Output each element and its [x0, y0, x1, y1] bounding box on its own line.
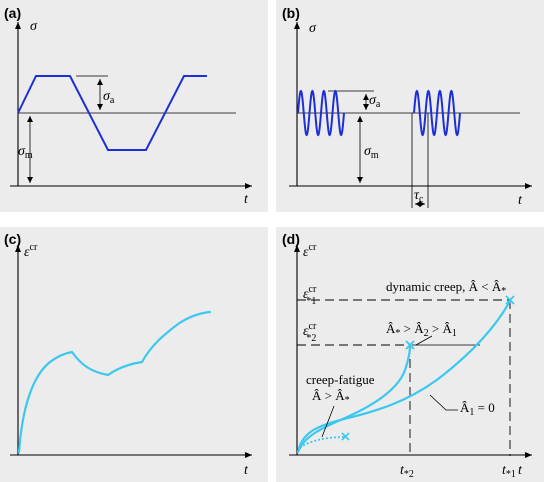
panel-a: (a) σ t σa σm: [0, 0, 268, 212]
panel-d-eps2-label: εcr *2: [303, 321, 317, 344]
panel-c-y-axis-label: εcr: [24, 242, 38, 260]
panel-d-x-axis-label: t: [518, 463, 523, 478]
panel-b-sigma-a-label: σa: [369, 93, 381, 110]
panel-d-eps1-label: εcr *1: [303, 284, 317, 307]
panel-b-tau-label: τc: [414, 188, 424, 205]
panel-a-label: (a): [4, 5, 21, 21]
panel-d-creep-fatigue-dotted-curve: [299, 436, 347, 449]
panel-d-a1-label: Â1 = 0: [460, 400, 495, 418]
panel-c-background: [0, 227, 268, 482]
panel-a-x-axis-label: t: [244, 192, 249, 207]
panel-c-label: (c): [4, 231, 21, 247]
panel-d-failure-cross-2: [405, 340, 415, 350]
panel-d: (d) εcr t εcr *1 εcr *2 t*2 t*1: [276, 227, 544, 482]
panel-b-y-axis-label: σ: [309, 21, 317, 36]
panel-d-failure-cross-3: [341, 432, 350, 441]
panel-d-intermediate-creep-curve: [296, 344, 412, 454]
panel-d-t1-label: t*1: [502, 463, 516, 480]
panel-b-sine-burst-2: [413, 89, 461, 137]
panel-d-t2-label: t*2: [400, 463, 414, 480]
panel-b-background: [276, 0, 544, 212]
panel-d-ordering-leader: [415, 335, 433, 346]
panel-a-sigma-a-label: σa: [103, 89, 115, 106]
panel-a-background: [0, 0, 268, 212]
panel-d-y-axis-label: εcr: [303, 242, 317, 260]
panel-d-static-creep-curve: [296, 299, 512, 454]
panel-a-y-axis-label: σ: [30, 19, 38, 34]
panel-c: (c) εcr t: [0, 227, 268, 482]
panel-a-sigma-m-label: σm: [18, 144, 33, 161]
panel-b: (b) σ t σa σm τc: [276, 0, 544, 212]
panel-d-dynamic-creep-label: dynamic creep, Â < Â*: [386, 279, 506, 297]
panel-d-creep-fatigue-condition: Â > Â*: [312, 388, 350, 406]
panel-d-a1-leader: [429, 394, 458, 411]
panel-d-creep-fatigue-label: creep-fatigue: [306, 372, 375, 387]
panel-b-sigma-m-label: σm: [364, 144, 379, 161]
panel-d-creep-fatigue-leader: [321, 405, 335, 438]
panel-d-failure-cross-1: [505, 295, 515, 305]
panel-b-sine-burst-1: [297, 89, 345, 137]
panel-d-ordering-label: Â* > Â2 > Â1: [386, 321, 457, 339]
panel-c-x-axis-label: t: [244, 463, 249, 478]
panel-d-label: (d): [282, 231, 300, 247]
panel-b-label: (b): [282, 5, 300, 21]
panel-b-x-axis-label: t: [518, 193, 523, 208]
panel-a-trapezoidal-stress-curve: [17, 75, 207, 151]
panel-c-creep-strain-curve: [17, 310, 212, 454]
